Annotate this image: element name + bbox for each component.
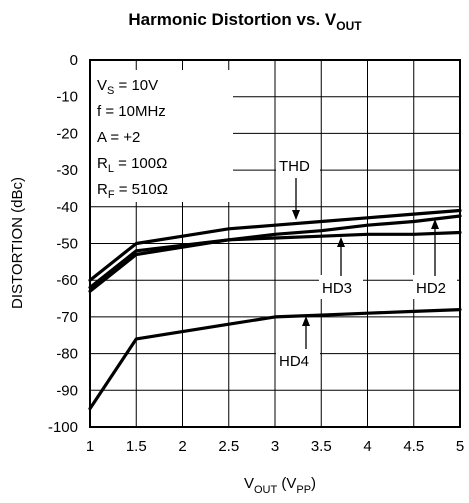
x-tick-label: 3.5 bbox=[311, 438, 332, 455]
label-thd: THD bbox=[279, 158, 310, 175]
x-tick-label: 4 bbox=[363, 438, 371, 455]
condition-main: V bbox=[97, 77, 107, 94]
arrow-hd3-head bbox=[337, 237, 345, 247]
label-hd2: HD2 bbox=[416, 280, 446, 297]
condition-line: VS = 10V bbox=[97, 77, 158, 97]
chart-title: Harmonic Distortion vs. VOUT bbox=[128, 10, 362, 33]
y-tick-label: -80 bbox=[56, 346, 78, 363]
label-hd4: HD4 bbox=[279, 353, 309, 370]
plot-frame bbox=[89, 59, 461, 428]
x-axis-label-mid: (V bbox=[277, 475, 296, 492]
series-lines bbox=[88, 208, 462, 411]
y-tick-label: -30 bbox=[56, 162, 78, 179]
label-hd4-bg bbox=[276, 348, 320, 372]
series-line-hd3 bbox=[88, 214, 462, 290]
x-tick-label: 1 bbox=[86, 438, 94, 455]
condition-main: A = +2 bbox=[97, 129, 140, 146]
arrow-hd4-head bbox=[302, 316, 310, 326]
y-axis-label: DISTORTION (dBc) bbox=[9, 177, 26, 309]
conditions-box-bg bbox=[91, 70, 233, 202]
y-tick-label: -50 bbox=[56, 236, 78, 253]
y-tick-label: -70 bbox=[56, 309, 78, 326]
y-tick-label: -100 bbox=[48, 419, 78, 436]
arrow-thd-head bbox=[292, 210, 300, 220]
x-axis-label-end: ) bbox=[311, 475, 316, 492]
x-axis-label: VOUT (VPP) bbox=[244, 475, 316, 496]
series-line-hd2 bbox=[88, 230, 462, 293]
label-thd-bg bbox=[276, 153, 320, 177]
x-axis-label-sub2: PP bbox=[296, 484, 311, 496]
chart-title-main: Harmonic Distortion vs. V bbox=[128, 10, 336, 29]
condition-main: R bbox=[97, 155, 108, 172]
y-tick-label: -10 bbox=[56, 89, 78, 106]
x-axis-label-sub1: OUT bbox=[254, 484, 278, 496]
y-tick-label: -60 bbox=[56, 272, 78, 289]
x-tick-label: 4.5 bbox=[403, 438, 424, 455]
series-line-hd4 bbox=[88, 308, 462, 411]
condition-sub: F bbox=[108, 189, 115, 201]
x-tick-label: 2.5 bbox=[218, 438, 239, 455]
x-axis-label-main: V bbox=[244, 475, 254, 492]
y-tick-label: -40 bbox=[56, 199, 78, 216]
condition-main: R bbox=[97, 181, 108, 198]
condition-rest: = 10V bbox=[114, 77, 158, 94]
y-tick-label: -20 bbox=[56, 125, 78, 142]
x-tick-label: 2 bbox=[178, 438, 186, 455]
label-hd3: HD3 bbox=[322, 280, 352, 297]
condition-line: f = 10MHz bbox=[97, 103, 166, 120]
chart-title-sub: OUT bbox=[336, 19, 362, 33]
condition-line: A = +2 bbox=[97, 129, 140, 146]
y-tick-label: 0 bbox=[70, 52, 78, 69]
condition-sub: S bbox=[107, 85, 114, 97]
label-hd3-bg bbox=[319, 275, 363, 299]
condition-sub: L bbox=[108, 163, 114, 175]
label-hd2-bg bbox=[413, 275, 457, 299]
condition-rest: = 100Ω bbox=[114, 155, 167, 172]
condition-line: RF = 510Ω bbox=[97, 181, 168, 201]
series-line-thd bbox=[88, 208, 462, 282]
x-tick-label: 1.5 bbox=[126, 438, 147, 455]
condition-main: f = 10MHz bbox=[97, 103, 166, 120]
arrow-hd2-head bbox=[431, 219, 439, 229]
y-tick-label: -90 bbox=[56, 382, 78, 399]
condition-rest: = 510Ω bbox=[115, 181, 168, 198]
x-tick-label: 5 bbox=[456, 438, 464, 455]
condition-line: RL = 100Ω bbox=[97, 155, 167, 175]
tick-labels: 0 -10 -20 -30 -40 -50 -60 -70 -80 -90 -100 1 1.5 2 2.5… bbox=[48, 52, 464, 455]
x-tick-label: 3 bbox=[271, 438, 279, 455]
